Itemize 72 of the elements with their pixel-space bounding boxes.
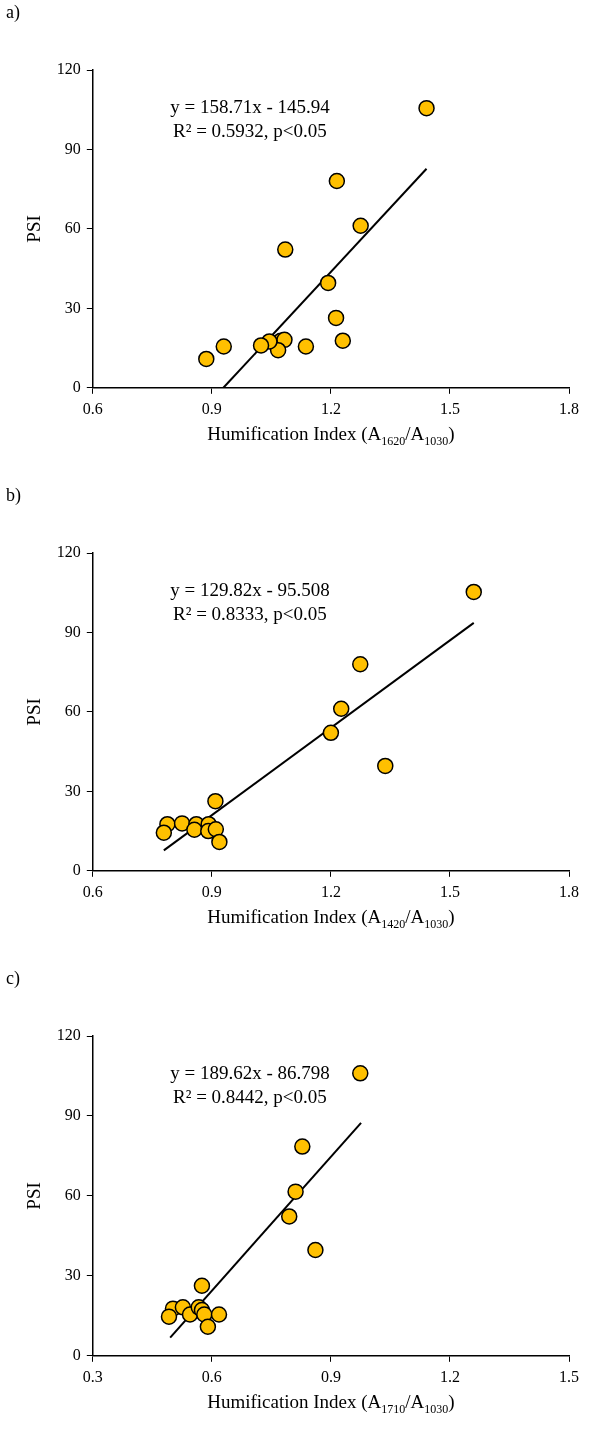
point: [211, 833, 228, 851]
x-tick-label: 1.5: [559, 1367, 579, 1385]
x-tick-label: 0.6: [82, 399, 103, 417]
point: [198, 350, 215, 368]
y-tick-label: 30: [64, 298, 81, 316]
point: [210, 1306, 228, 1323]
y-axis-title: PSI: [23, 215, 45, 243]
annotation: y = 189.62x - 86.798: [170, 1061, 330, 1083]
x-tick-label: 1.5: [439, 399, 460, 417]
point: [352, 217, 369, 234]
y-tick-label: 120: [56, 60, 81, 78]
point: [294, 1138, 311, 1155]
point: [173, 815, 191, 832]
chart-title: c): [6, 967, 20, 989]
x-tick-label: 0.9: [320, 1367, 341, 1385]
y-tick-label: 90: [64, 1106, 81, 1124]
point: [160, 1308, 178, 1325]
y-tick-label: 30: [64, 1266, 81, 1284]
y-tick-label: 0: [72, 861, 81, 878]
x-tick-label: 0.6: [82, 882, 103, 900]
point: [328, 172, 346, 190]
point: [155, 824, 173, 841]
point: [352, 655, 369, 673]
annotation: y = 158.71x - 145.94: [170, 95, 331, 117]
y-tick-label: 0: [72, 1346, 81, 1363]
point: [277, 241, 294, 258]
point: [377, 757, 394, 775]
point: [332, 700, 350, 717]
point: [186, 821, 203, 838]
annotation: R² = 0.5932, p<0.05: [173, 119, 327, 141]
annotation: R² = 0.8442, p<0.05: [173, 1085, 327, 1107]
y-tick-label: 90: [64, 622, 81, 640]
y-tick-label: 120: [56, 543, 81, 561]
x-tick-label: 1.5: [439, 882, 460, 900]
point: [297, 338, 315, 355]
y-tick-label: 0: [72, 378, 81, 395]
point: [199, 1318, 217, 1335]
x-tick-label: 1.8: [559, 399, 579, 417]
point: [193, 1277, 211, 1294]
point: [215, 338, 233, 355]
y-tick-label: 60: [64, 219, 81, 237]
y-tick-label: 30: [64, 781, 81, 799]
x-tick-label: 1.8: [559, 882, 579, 900]
y-tick-label: 90: [64, 139, 81, 157]
point: [307, 1241, 324, 1259]
chart-title: b): [6, 484, 21, 506]
y-tick-label: 60: [64, 702, 81, 720]
point: [465, 583, 483, 601]
x-tick-label: 0.6: [201, 1367, 222, 1385]
y-tick-label: 60: [64, 1186, 81, 1204]
y-axis-title: PSI: [23, 1182, 45, 1210]
point: [252, 337, 270, 354]
point: [334, 332, 352, 349]
x-tick-label: 1.2: [439, 1367, 460, 1385]
point: [418, 99, 435, 117]
point: [327, 309, 345, 327]
chart-title: a): [6, 1, 20, 23]
point: [287, 1183, 304, 1200]
point: [207, 792, 224, 810]
y-axis-title: PSI: [23, 698, 45, 726]
x-tick-label: 0.9: [201, 882, 222, 900]
x-tick-label: 1.2: [320, 882, 341, 900]
point: [322, 724, 340, 742]
y-tick-label: 120: [56, 1026, 81, 1044]
annotation: y = 129.82x - 95.508: [170, 578, 330, 600]
point: [280, 1208, 298, 1225]
annotation: R² = 0.8333, p<0.05: [173, 602, 327, 624]
point: [352, 1065, 369, 1082]
x-tick-label: 1.2: [320, 399, 341, 417]
point: [319, 274, 337, 292]
x-tick-label: 0.9: [201, 399, 222, 417]
x-tick-label: 0.3: [82, 1367, 103, 1385]
